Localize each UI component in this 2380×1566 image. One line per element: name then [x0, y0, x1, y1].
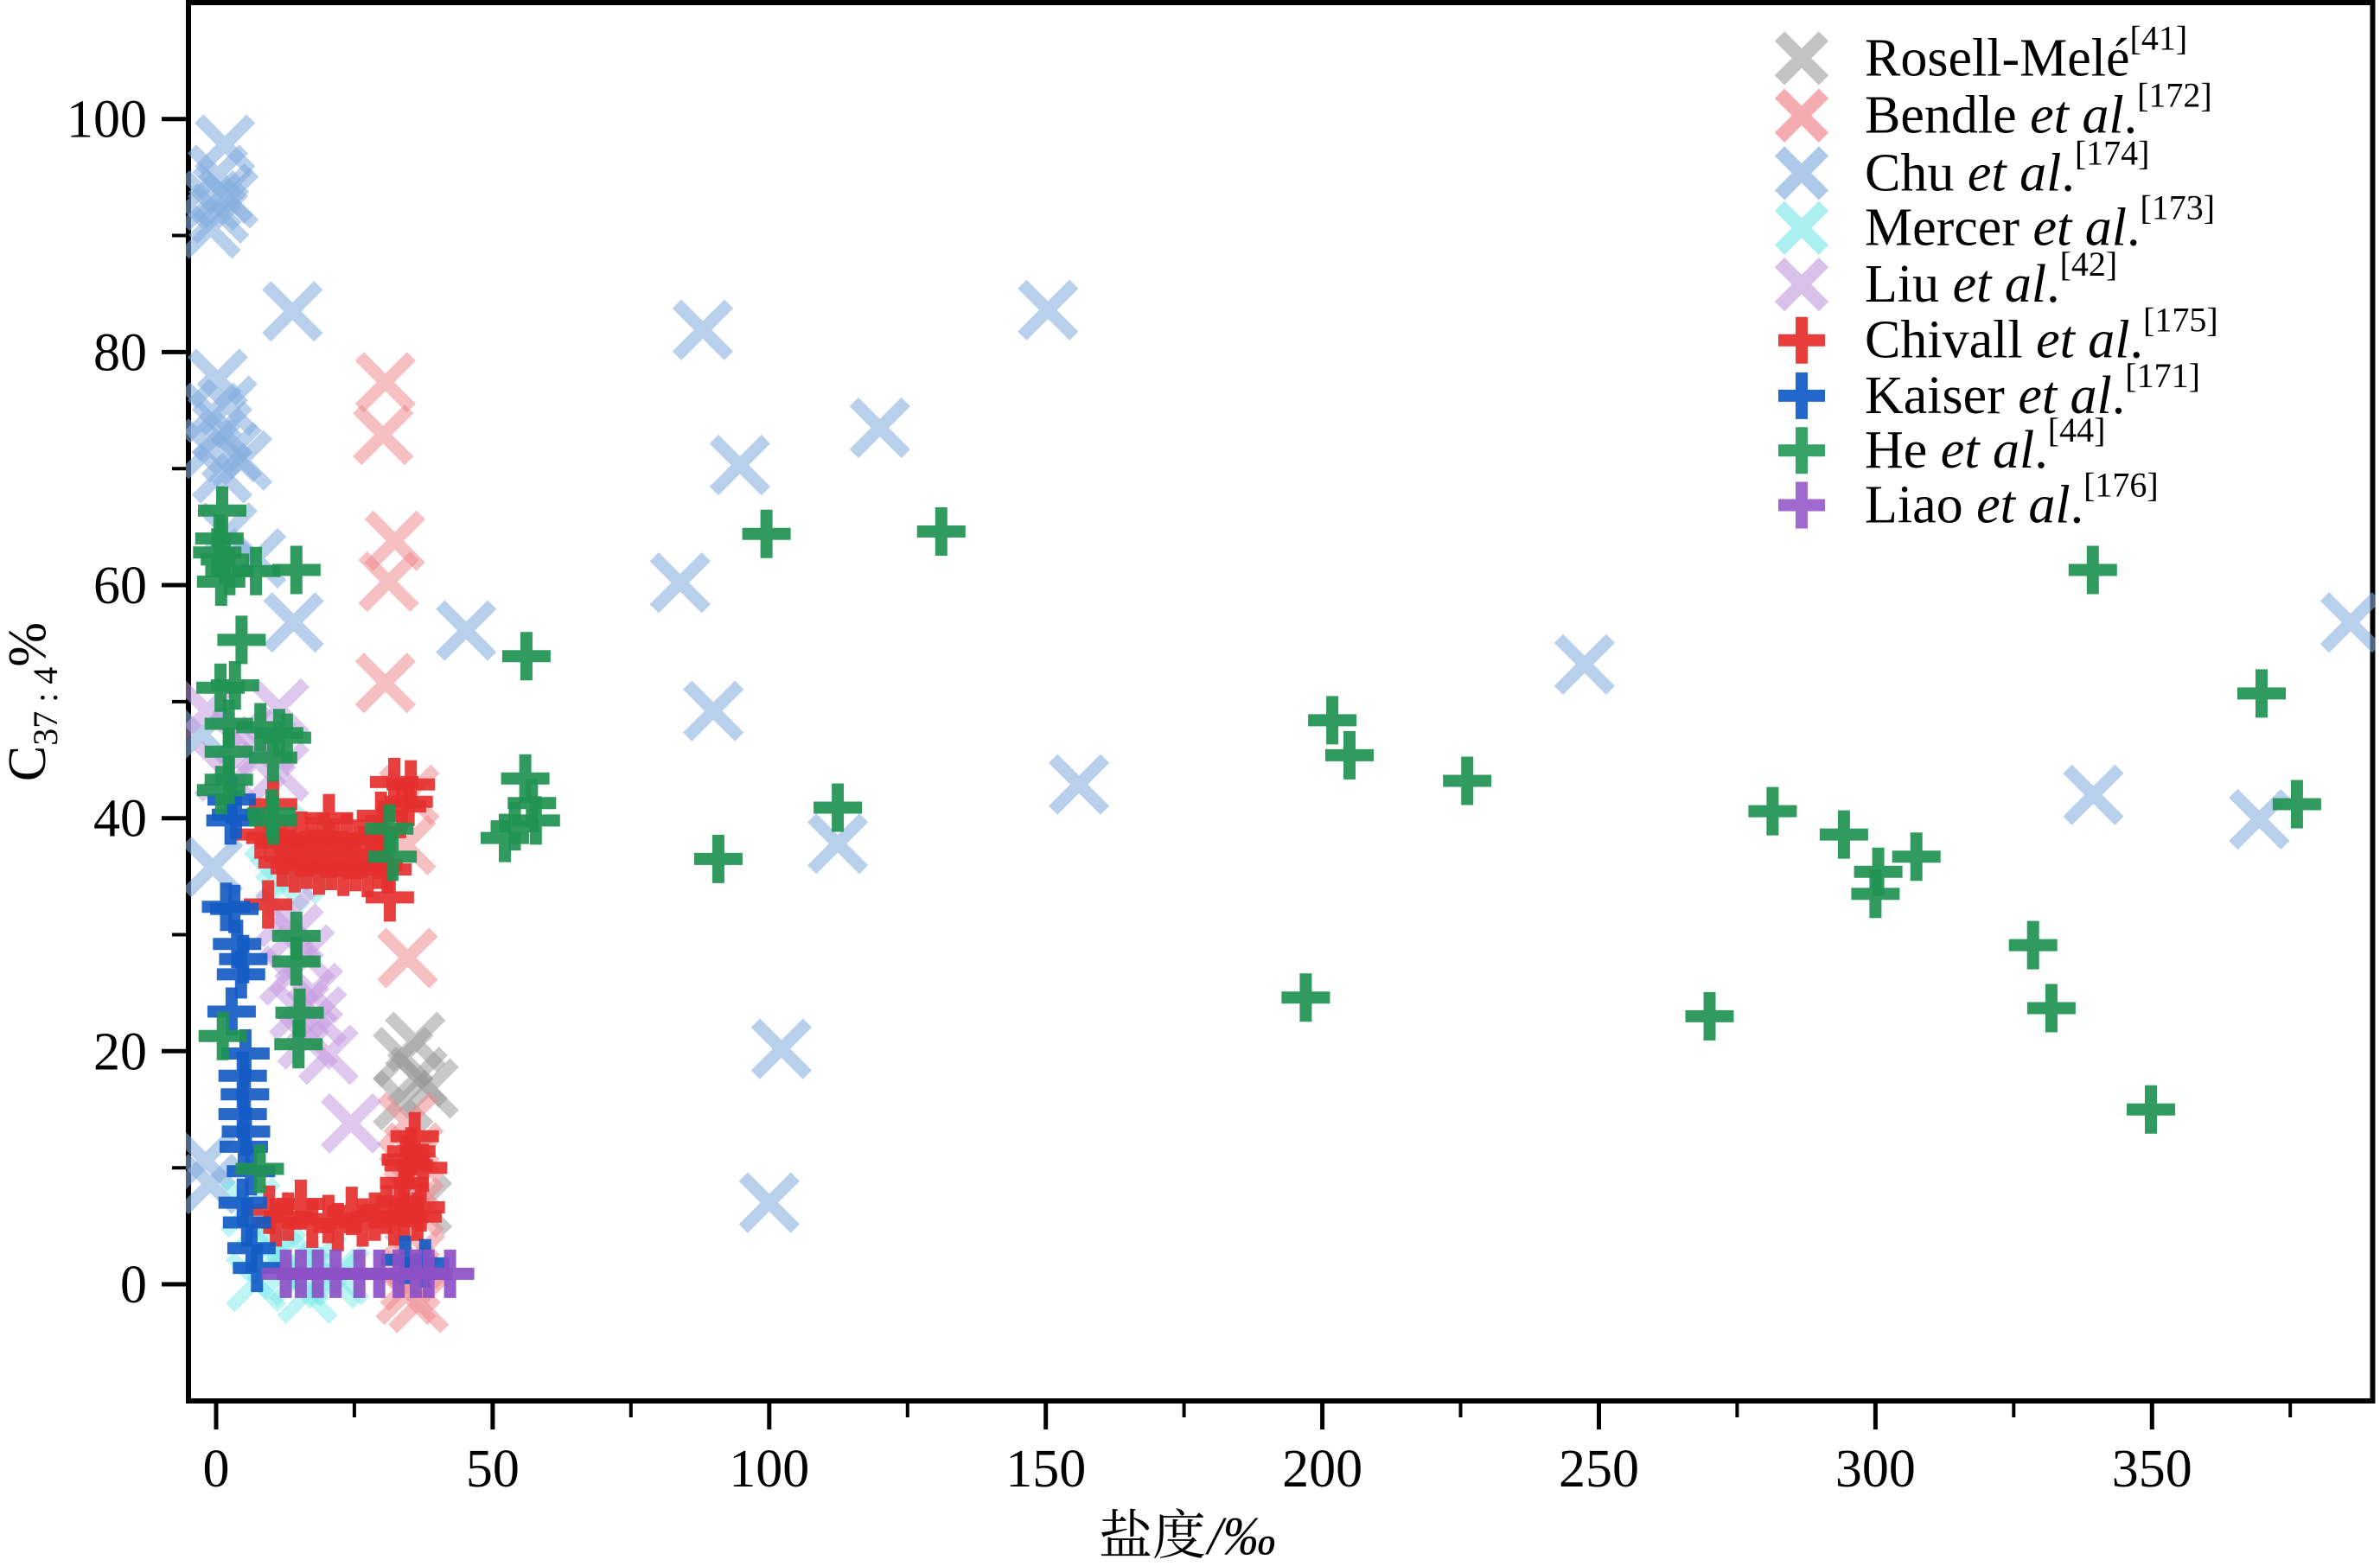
svg-text:He et al.[44]: He et al.[44] — [1865, 411, 2105, 480]
svg-text:50: 50 — [466, 1440, 520, 1499]
svg-text:/‰: /‰ — [1205, 1507, 1276, 1562]
svg-text:350: 350 — [2112, 1440, 2192, 1499]
svg-text:20: 20 — [93, 1022, 147, 1081]
svg-text:200: 200 — [1282, 1440, 1362, 1499]
svg-text:80: 80 — [93, 323, 147, 382]
svg-text:100: 100 — [729, 1440, 809, 1499]
svg-text:60: 60 — [93, 557, 147, 615]
svg-text:0: 0 — [120, 1256, 147, 1315]
svg-text:0: 0 — [203, 1440, 230, 1499]
svg-text:Kaiser et al.[171]: Kaiser et al.[171] — [1865, 356, 2200, 425]
svg-text:C37 : 4%: C37 : 4% — [0, 622, 65, 781]
svg-text:300: 300 — [1835, 1440, 1916, 1499]
svg-text:Liao et al.[176]: Liao et al.[176] — [1865, 466, 2159, 535]
svg-text:250: 250 — [1559, 1440, 1639, 1499]
svg-text:Bendle et al.[172]: Bendle et al.[172] — [1865, 76, 2212, 145]
svg-text:100: 100 — [67, 91, 147, 150]
svg-text:40: 40 — [93, 790, 147, 849]
svg-text:150: 150 — [1005, 1440, 1086, 1499]
